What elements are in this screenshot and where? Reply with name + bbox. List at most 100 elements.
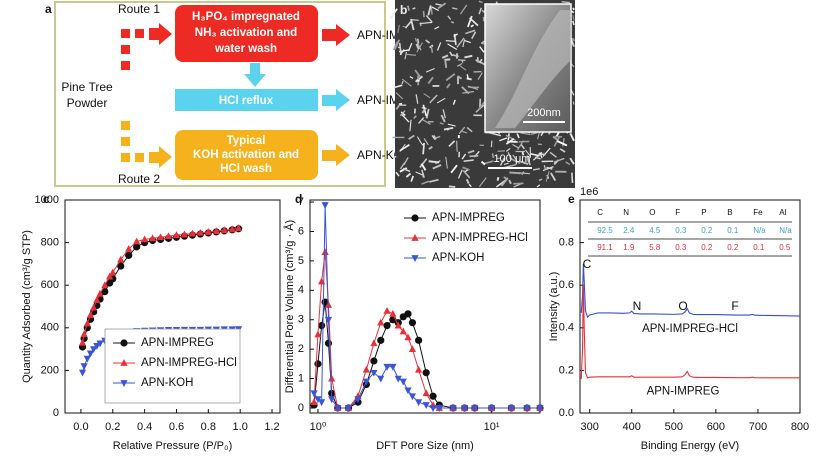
table-cell: 1.9 <box>623 243 635 252</box>
y-tick-label: 3 <box>298 314 304 326</box>
route-label: Route 2 <box>118 172 160 186</box>
step-text: Typical <box>227 135 266 147</box>
y-tick-label: 6 <box>298 225 304 237</box>
marker <box>79 370 86 377</box>
table-cell: 0.1 <box>753 243 765 252</box>
annotation: O <box>678 299 687 313</box>
legend-label: APN-IMPREG <box>432 212 505 224</box>
y-tick-label: 0 <box>53 407 59 419</box>
marker <box>409 319 416 326</box>
x-tick-label: 10¹ <box>484 421 500 433</box>
x-tick-label: 800 <box>791 421 809 433</box>
plot-frame <box>580 200 800 413</box>
step-text: water wash <box>214 43 277 55</box>
marker <box>400 379 407 386</box>
marker <box>322 248 329 255</box>
table-cell: 92.5 <box>597 226 613 235</box>
panel-letter: e <box>568 192 575 206</box>
series-label: APN-IMPREG-HCl <box>642 323 738 335</box>
route-label: Route 1 <box>118 2 160 16</box>
x-tick-label: 0.2 <box>105 421 120 433</box>
scale-label: 100 μm <box>494 153 531 165</box>
legend-label: APN-IMPREG-HCl <box>141 357 237 369</box>
marker <box>318 399 325 406</box>
table-cell: N/a <box>779 226 792 235</box>
y-tick-label: 0 <box>298 402 304 414</box>
legend-marker <box>411 255 418 262</box>
table-header: N <box>623 208 629 217</box>
y-tick-label: 0.0 <box>559 407 574 419</box>
y-tick-label: 1000 <box>35 194 59 206</box>
marker <box>314 360 321 367</box>
table-header: Fe <box>753 208 763 217</box>
y-tick-label: 7 <box>298 196 304 208</box>
marker <box>383 322 390 329</box>
table-cell: 2.4 <box>623 226 635 235</box>
y-tick-label: 800 <box>41 237 59 249</box>
table-header: C <box>597 208 603 217</box>
step-text: HCl wash <box>220 163 272 175</box>
table-cell: 91.1 <box>597 243 613 252</box>
x-tick-label: 0.4 <box>137 421 152 433</box>
series-line <box>581 264 800 317</box>
marker <box>423 402 430 409</box>
table-header: P <box>701 208 706 217</box>
panel-letter: b <box>400 3 407 17</box>
sem-image: 200nm 100 μm <box>390 0 575 188</box>
marker <box>423 389 430 396</box>
y-axis-label: Intensity (a.u.) <box>548 272 560 342</box>
marker <box>328 375 335 382</box>
marker <box>370 357 377 364</box>
table-cell: 0.1 <box>727 226 739 235</box>
x-tick-label: 0.8 <box>201 421 216 433</box>
table-cell: 0.2 <box>701 226 713 235</box>
y-tick-label: 400 <box>41 322 59 334</box>
y-tick-label: 600 <box>41 279 59 291</box>
panel-letter: a <box>45 2 52 16</box>
axis-offset: 1e6 <box>580 186 598 198</box>
step-text: NH₃ activation and <box>195 27 297 39</box>
table-header: F <box>675 208 680 217</box>
y-tick-label: 5 <box>298 255 304 267</box>
legend-marker <box>411 214 418 221</box>
x-axis-label: Binding Energy (eV) <box>641 440 739 452</box>
scale-label: 200nm <box>527 107 561 119</box>
x-tick-label: 300 <box>580 421 598 433</box>
step-text: HCl reflux <box>219 95 274 107</box>
table-cell: 0.5 <box>779 243 791 252</box>
x-axis-label: Relative Pressure (P/P₀) <box>113 440 233 452</box>
marker <box>409 345 416 352</box>
y-tick-label: 4 <box>298 284 304 296</box>
y-axis-label: Quantity Adsorbed (cm³/g STP) <box>21 230 33 383</box>
y-tick-label: 0.6 <box>559 279 574 291</box>
table-cell: 4.5 <box>649 226 661 235</box>
x-tick-label: 0.6 <box>169 421 184 433</box>
x-tick-label: 700 <box>749 421 767 433</box>
series-label: APN-IMPREG <box>647 386 720 398</box>
source-label: Powder <box>67 96 108 110</box>
marker <box>377 376 384 383</box>
marker <box>389 364 396 371</box>
marker <box>436 405 443 412</box>
x-axis-label: DFT Pore Size (nm) <box>376 440 474 452</box>
y-tick-label: 0.2 <box>559 364 574 376</box>
y-tick-label: 1 <box>298 372 304 384</box>
marker <box>322 202 329 209</box>
table-cell: 0.3 <box>675 226 687 235</box>
y-tick-label: 0.4 <box>559 322 574 334</box>
table-cell: 0.2 <box>727 243 739 252</box>
legend-label: APN-KOH <box>432 252 484 264</box>
table-header: Al <box>779 208 786 217</box>
marker <box>383 364 390 371</box>
x-tick-label: 0.0 <box>73 421 88 433</box>
marker <box>363 366 370 373</box>
source-label: Pine Tree <box>61 80 113 94</box>
legend-label: APN-IMPREG <box>141 337 214 349</box>
x-tick-label: 500 <box>665 421 683 433</box>
legend-label: APN-KOH <box>141 377 193 389</box>
table-cell: 5.8 <box>649 243 661 252</box>
annotation: C <box>583 257 592 271</box>
x-tick-label: 1.0 <box>233 421 248 433</box>
